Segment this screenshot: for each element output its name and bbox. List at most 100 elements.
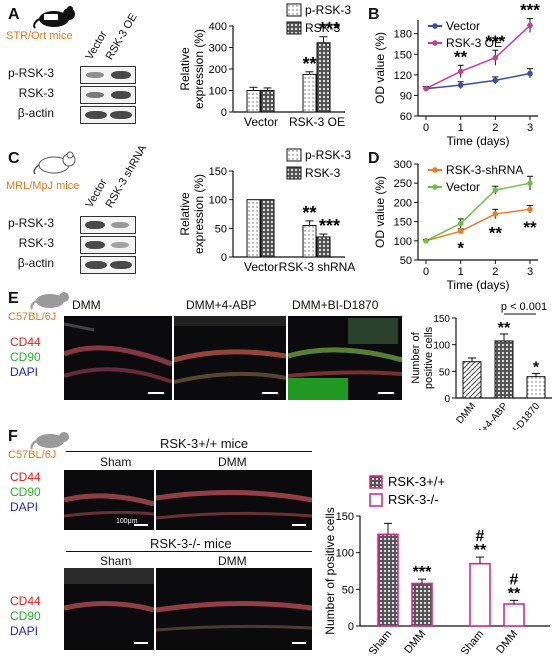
legend-swatch xyxy=(369,475,383,489)
stain-legend: CD44 CD90 DAPI xyxy=(10,335,41,380)
blot-row-label: p-RSK-3 xyxy=(7,216,54,230)
stain-cd90: CD90 xyxy=(10,485,41,499)
y-tick-label: 50 xyxy=(400,255,412,267)
group-title: RSK-3-/- mice xyxy=(150,536,232,551)
mouse-icon xyxy=(33,6,75,29)
group-title: RSK-3+/+ mice xyxy=(160,436,249,451)
y-tick-label: 150 xyxy=(394,217,412,229)
y-axis-label: Relative xyxy=(178,192,192,236)
y-tick-label: 400 xyxy=(209,21,227,33)
blot-row-label: p-RSK-3 xyxy=(7,66,54,80)
lane-label: RSK-3 OE xyxy=(103,11,140,62)
data-point xyxy=(527,22,533,29)
y-axis-label: OD value (%) xyxy=(373,176,387,248)
x-tick-label: DMM xyxy=(455,401,479,426)
panel-label-f: F xyxy=(8,428,18,445)
condition-label: DMM xyxy=(218,554,247,568)
legend-label: RSK-3 xyxy=(305,166,341,180)
bar xyxy=(246,90,261,113)
panel-label-b: B xyxy=(368,6,380,23)
stain-cd44: CD44 xyxy=(10,470,41,484)
legend-label: RSK-3+/+ xyxy=(388,474,445,489)
bar xyxy=(260,199,275,258)
bar xyxy=(377,533,399,627)
western-blot-band-row xyxy=(80,256,136,274)
y-tick-label: 150 xyxy=(209,166,227,178)
stain-dapi: DAPI xyxy=(10,500,39,514)
significance-mark: ** xyxy=(454,47,468,66)
y-tick-label: 200 xyxy=(209,64,227,76)
y-axis-label: OD value (%) xyxy=(373,32,387,104)
western-blot-band-row xyxy=(80,106,136,124)
mouse-strain-label: MRL/MpJ mice xyxy=(6,180,80,192)
panel-label-e: E xyxy=(8,290,19,307)
significance-mark: ** xyxy=(508,585,521,602)
significance-mark: ** xyxy=(302,54,316,74)
group-divider xyxy=(66,451,312,452)
x-tick-label: DMM xyxy=(402,628,428,654)
y-axis-label: Number of positive cells xyxy=(323,507,337,634)
fluorescence-image xyxy=(288,316,402,400)
series-line xyxy=(425,72,531,90)
stain-cd44: CD44 xyxy=(10,594,41,608)
western-blot-band-row xyxy=(80,236,136,254)
data-point xyxy=(457,228,464,234)
data-point xyxy=(492,187,499,193)
bar xyxy=(316,42,331,113)
bar xyxy=(302,73,317,113)
significance-mark: # xyxy=(510,571,519,588)
y-tick-label: 100 xyxy=(433,341,450,352)
y-tick-label: 200 xyxy=(394,197,412,209)
bar xyxy=(302,224,317,258)
x-tick-label: Vector xyxy=(244,115,278,129)
fluorescence-image xyxy=(156,470,312,530)
data-point xyxy=(527,180,533,186)
stain-cd90: CD90 xyxy=(10,609,41,623)
y-tick-label: 100 xyxy=(394,236,412,248)
y-axis-label: expression (%) xyxy=(192,174,206,254)
stain-dapi: DAPI xyxy=(10,624,39,638)
bar xyxy=(260,90,275,113)
blot-row-label: RSK-3 xyxy=(18,236,54,250)
y-tick-label: 50 xyxy=(215,223,227,235)
data-point xyxy=(423,85,429,92)
x-tick-label: RSK-3 shRNA xyxy=(279,260,356,274)
chart-b-od-value: 60 90 120 150 180 OD value (%) 0 1 2 3 Time (days)… xyxy=(373,4,540,148)
data-point xyxy=(492,77,499,84)
condition-label: Sham xyxy=(100,455,132,469)
y-tick-label: 150 xyxy=(394,49,412,61)
legend-label: p-RSK-3 xyxy=(305,148,351,162)
western-blot-band-row xyxy=(80,86,136,104)
significance-mark: *** xyxy=(520,4,540,20)
y-tick-label: 50 xyxy=(342,584,354,596)
chart-d-od-value: 50 100 150 200 250 300 OD value (%) 0 1 2 3 Time (d… xyxy=(373,159,538,292)
y-tick-label: 300 xyxy=(394,159,412,171)
significance-mark: * xyxy=(457,239,464,258)
y-tick-label: 0 xyxy=(348,621,354,633)
condition-label: DMM xyxy=(72,298,101,312)
y-tick-label: 90 xyxy=(400,90,412,102)
scale-text: 100μm xyxy=(116,518,138,525)
legend-label: RSK-3-shRNA xyxy=(446,163,523,177)
fluorescence-image xyxy=(174,316,286,400)
stain-cd90: CD90 xyxy=(10,350,41,364)
legend-label: RSK-3 OE xyxy=(446,36,502,50)
fluorescence-image xyxy=(64,568,154,650)
condition-label: DMM+BI-D1870 xyxy=(292,298,379,312)
y-tick-label: 100 xyxy=(209,195,227,207)
bar xyxy=(246,199,261,258)
chart-a-relative-expression: 0 100 200 300 400 Relative expression (%) Vecto… xyxy=(178,3,351,129)
y-axis-label: expression (%) xyxy=(192,29,206,109)
y-axis-label: positive cells xyxy=(423,326,435,389)
legend-label: RSK-3 xyxy=(305,21,341,35)
x-tick-label: 0 xyxy=(423,122,429,134)
legend-swatch xyxy=(286,3,302,17)
bar xyxy=(494,340,514,399)
significance-mark: *** xyxy=(319,216,340,236)
condition-label: DMM xyxy=(218,455,247,469)
mouse-strain-label: STR/Ort mice xyxy=(6,30,73,42)
western-blot-band-row xyxy=(80,66,136,84)
